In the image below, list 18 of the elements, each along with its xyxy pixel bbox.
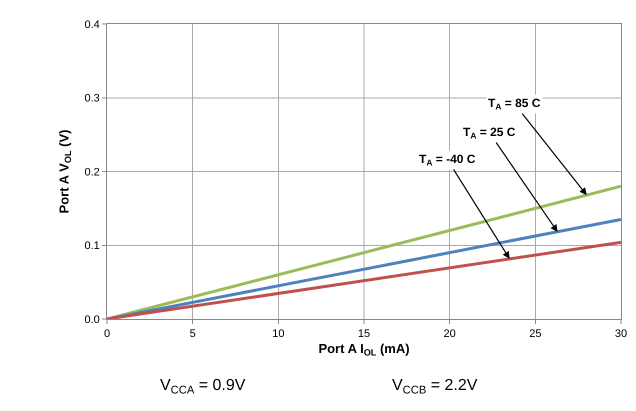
x-tick-label: 0 — [104, 328, 110, 340]
y-tick-label: 0.1 — [84, 240, 100, 252]
x-axis-title: Port A I$_{OL}$ (mA) — [318, 340, 410, 358]
y-tick-label: 0.3 — [84, 92, 100, 105]
x-tick-label: 30 — [614, 328, 628, 340]
x-tick-label: 20 — [444, 328, 456, 340]
y-tick-label: 0.2 — [84, 166, 100, 178]
annotation: T$_{A}$ = 25 C — [463, 125, 516, 141]
x-tick-label: 15 — [358, 328, 370, 340]
x-tick-label: 25 — [529, 328, 542, 340]
x-tick-label: 10 — [272, 328, 284, 340]
text: V$_{CCB}$ = 2.2V — [392, 377, 478, 396]
x-tick-label: 5 — [190, 328, 196, 340]
annotation: T$_{A}$ = -40 C — [419, 152, 476, 168]
y-tick-label: 0.0 — [84, 314, 100, 326]
y-tick-label: 0.4 — [84, 18, 100, 31]
annotation: T$_{A}$ = 85 C — [488, 96, 541, 112]
text: V$_{CCA}$ = 0.9V — [160, 377, 246, 396]
